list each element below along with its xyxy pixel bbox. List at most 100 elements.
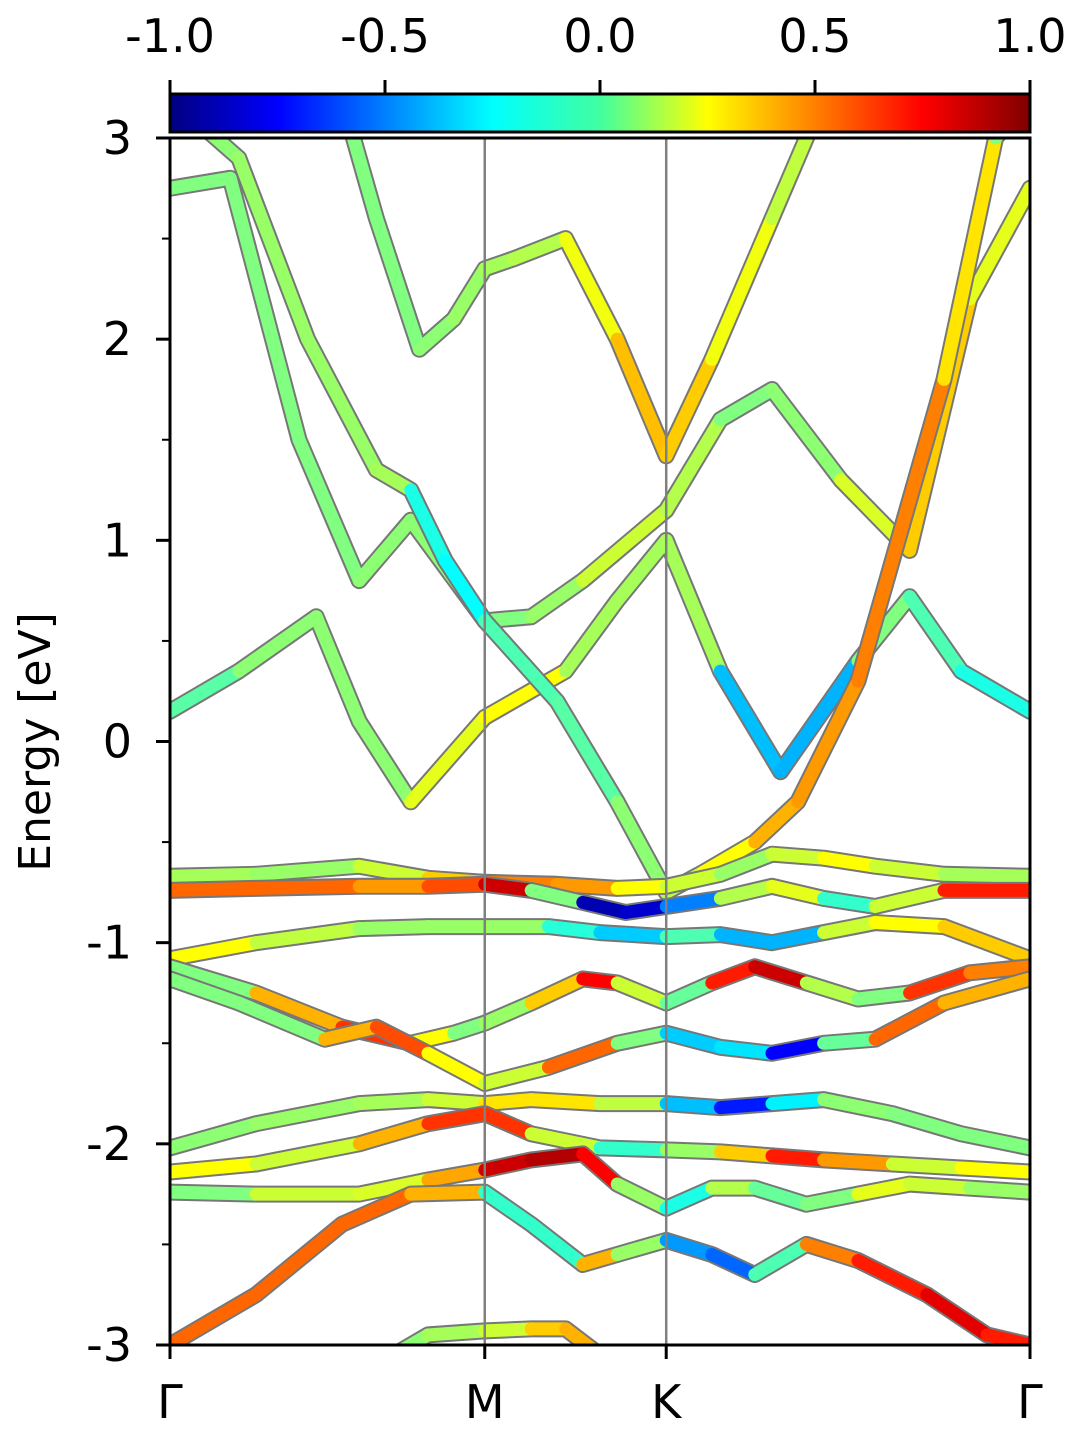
- bands-layer: [170, 138, 1030, 1345]
- band-segment: [610, 795, 673, 899]
- band-outline: [170, 1183, 1030, 1345]
- band-segment: [593, 1141, 673, 1157]
- band-segment: [352, 859, 435, 885]
- band-6: [170, 914, 1030, 968]
- band-segment: [765, 1036, 831, 1060]
- colorbar: -1.0 -0.5 0.0 0.5 1.0: [125, 9, 1067, 134]
- colorbar-tick-label: 1.0: [993, 9, 1066, 63]
- y-tick-label: -1: [86, 916, 132, 970]
- band-segment: [748, 1181, 813, 1211]
- band-segment: [765, 847, 831, 865]
- colorbar-tick-label: -0.5: [340, 9, 430, 63]
- band-segment: [559, 232, 624, 346]
- band-segment: [421, 1324, 492, 1342]
- band-segment: [206, 138, 246, 165]
- y-tick-label: -2: [86, 1117, 132, 1171]
- band-segment: [851, 1254, 934, 1302]
- band-segment: [478, 1093, 538, 1111]
- band-segment: [963, 1181, 1030, 1199]
- band-segment: [659, 533, 727, 678]
- band-segment: [421, 877, 492, 893]
- band-segment: [404, 1185, 492, 1201]
- band-outline: [344, 138, 816, 465]
- band-segment: [352, 920, 435, 936]
- band-segment: [748, 960, 813, 990]
- band-segment: [524, 1217, 590, 1272]
- band-segment: [610, 533, 673, 608]
- y-tick-label: -3: [86, 1318, 132, 1372]
- band-segment: [937, 920, 1030, 966]
- k-point-label: Γ: [157, 1375, 183, 1429]
- k-point-label: M: [465, 1375, 505, 1429]
- band-segment: [232, 996, 332, 1046]
- band-segment: [524, 574, 590, 624]
- band-segment: [478, 1322, 538, 1338]
- band-segment: [610, 1233, 673, 1261]
- y-tick-label: 2: [103, 312, 132, 366]
- band-segment: [705, 211, 779, 366]
- band-segment: [397, 1328, 435, 1345]
- band-8: [170, 970, 1030, 1092]
- band-segment: [817, 1153, 899, 1171]
- band-segment: [748, 1237, 813, 1282]
- band-segment: [507, 232, 573, 266]
- band-segment: [659, 928, 727, 944]
- band-9: [170, 1091, 1030, 1157]
- band-segment: [478, 996, 538, 1030]
- band-segment: [249, 986, 349, 1034]
- band-segment: [550, 877, 624, 895]
- band-segment: [421, 1046, 492, 1090]
- band-segment: [659, 891, 727, 913]
- band-segment: [954, 1127, 1030, 1155]
- band-segment: [765, 926, 831, 950]
- band-segment: [868, 916, 951, 934]
- band-segment: [478, 664, 573, 724]
- band-segment: [937, 138, 1003, 386]
- band-segment: [447, 262, 492, 326]
- band-segment: [817, 1032, 882, 1050]
- band-segment: [868, 859, 951, 881]
- band-segment: [868, 883, 951, 913]
- band-segment: [868, 996, 951, 1046]
- k-point-label: K: [651, 1375, 683, 1429]
- band-segment: [713, 847, 779, 881]
- band-segment: [659, 1143, 727, 1159]
- band-segment: [903, 590, 968, 678]
- band-segment: [903, 966, 977, 1000]
- band-0: [170, 531, 1030, 811]
- band-segment: [232, 151, 315, 346]
- band-3: [344, 138, 816, 465]
- band-11: [170, 1145, 1030, 1217]
- band-segment: [369, 211, 426, 356]
- band-segment: [610, 1177, 673, 1215]
- band-segment: [576, 895, 633, 919]
- band-segment: [249, 1217, 349, 1302]
- band-segment: [903, 1177, 977, 1195]
- band-segment: [765, 382, 848, 487]
- band-segment: [421, 1093, 492, 1111]
- band-2: [202, 138, 1007, 901]
- band-segment: [559, 1322, 598, 1345]
- band-segment: [980, 1328, 1030, 1345]
- band-segment: [170, 664, 246, 718]
- band-segment: [799, 1187, 865, 1211]
- band-segment: [851, 372, 951, 688]
- colorbar-tick-label: -1.0: [125, 9, 215, 63]
- band-segment: [659, 1097, 727, 1115]
- band-segment: [249, 1137, 366, 1171]
- band-segment: [524, 883, 590, 909]
- band-segment: [659, 976, 719, 1010]
- band-segment: [593, 926, 673, 944]
- band-segment: [559, 594, 624, 678]
- band-segment: [346, 138, 383, 225]
- band-segment: [249, 859, 366, 881]
- band-segment: [610, 1026, 673, 1050]
- band-segment: [352, 1093, 435, 1111]
- band-segment: [170, 1288, 263, 1345]
- band-segment: [765, 879, 831, 905]
- band-segment: [937, 972, 1030, 1010]
- band-10: [170, 1105, 1030, 1181]
- band-segment: [659, 1026, 727, 1054]
- band-segment: [352, 513, 418, 588]
